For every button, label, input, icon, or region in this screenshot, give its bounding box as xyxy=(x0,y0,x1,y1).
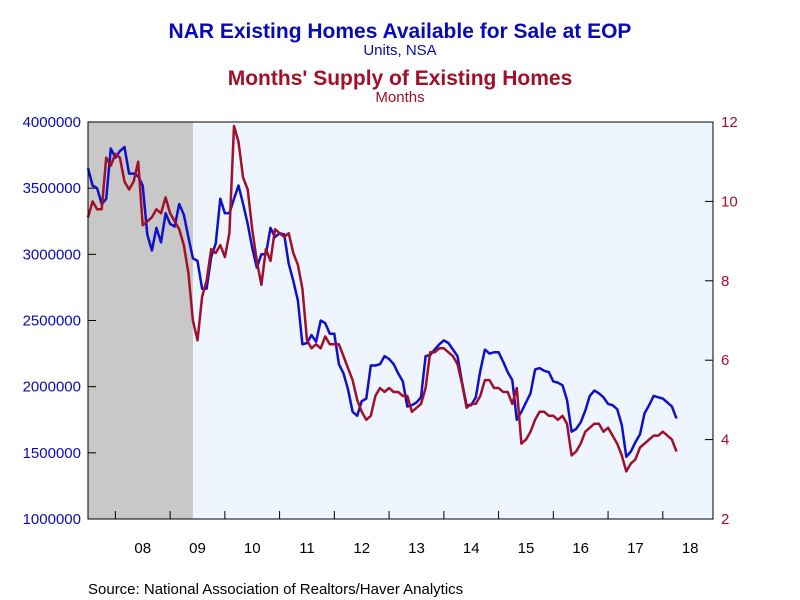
right-tick-label: 8 xyxy=(721,273,729,290)
left-tick-label: 2000000 xyxy=(23,379,81,396)
right-tick-label: 12 xyxy=(721,114,738,131)
x-tick-label: 12 xyxy=(353,540,370,557)
chart-subtitle-units: Months xyxy=(375,89,424,106)
x-tick-label: 14 xyxy=(463,540,480,557)
series-line-months-supply xyxy=(86,124,678,473)
left-tick-label: 3500000 xyxy=(23,180,81,197)
x-tick-label: 09 xyxy=(189,540,206,557)
left-axis: 1000000 1500000 2000000 2500000 3000000 35000… xyxy=(23,114,96,528)
right-tick-label: 6 xyxy=(721,352,729,369)
left-tick-label: 2500000 xyxy=(23,313,81,330)
x-tick-label: 15 xyxy=(518,540,535,557)
left-tick-label: 3000000 xyxy=(23,246,81,263)
plot-frame xyxy=(87,121,714,520)
x-axis: 08 09 10 11 12 13 14 15 16 17 18 xyxy=(114,511,699,557)
x-tick-label: 13 xyxy=(408,540,425,557)
chart-title-units: Units, NSA xyxy=(363,42,436,59)
right-tick-label: 10 xyxy=(721,193,738,210)
left-tick-label: 1500000 xyxy=(23,445,81,462)
chart-subtitle: Months' Supply of Existing Homes xyxy=(228,67,573,90)
x-tick-label: 11 xyxy=(299,540,315,557)
series-line-inventory xyxy=(86,145,678,459)
left-tick-label: 1000000 xyxy=(23,511,81,528)
left-tick-label: 4000000 xyxy=(23,114,81,131)
x-tick-label: 17 xyxy=(627,540,644,557)
x-tick-label: 16 xyxy=(572,540,589,557)
x-tick-label: 10 xyxy=(244,540,261,557)
right-tick-label: 2 xyxy=(721,511,729,528)
right-tick-label: 4 xyxy=(721,432,729,449)
source-note: Source: National Association of Realtors… xyxy=(88,581,463,598)
x-tick-label: 18 xyxy=(682,540,699,557)
x-tick-label: 08 xyxy=(134,540,151,557)
chart-title: NAR Existing Homes Available for Sale at… xyxy=(169,20,632,43)
